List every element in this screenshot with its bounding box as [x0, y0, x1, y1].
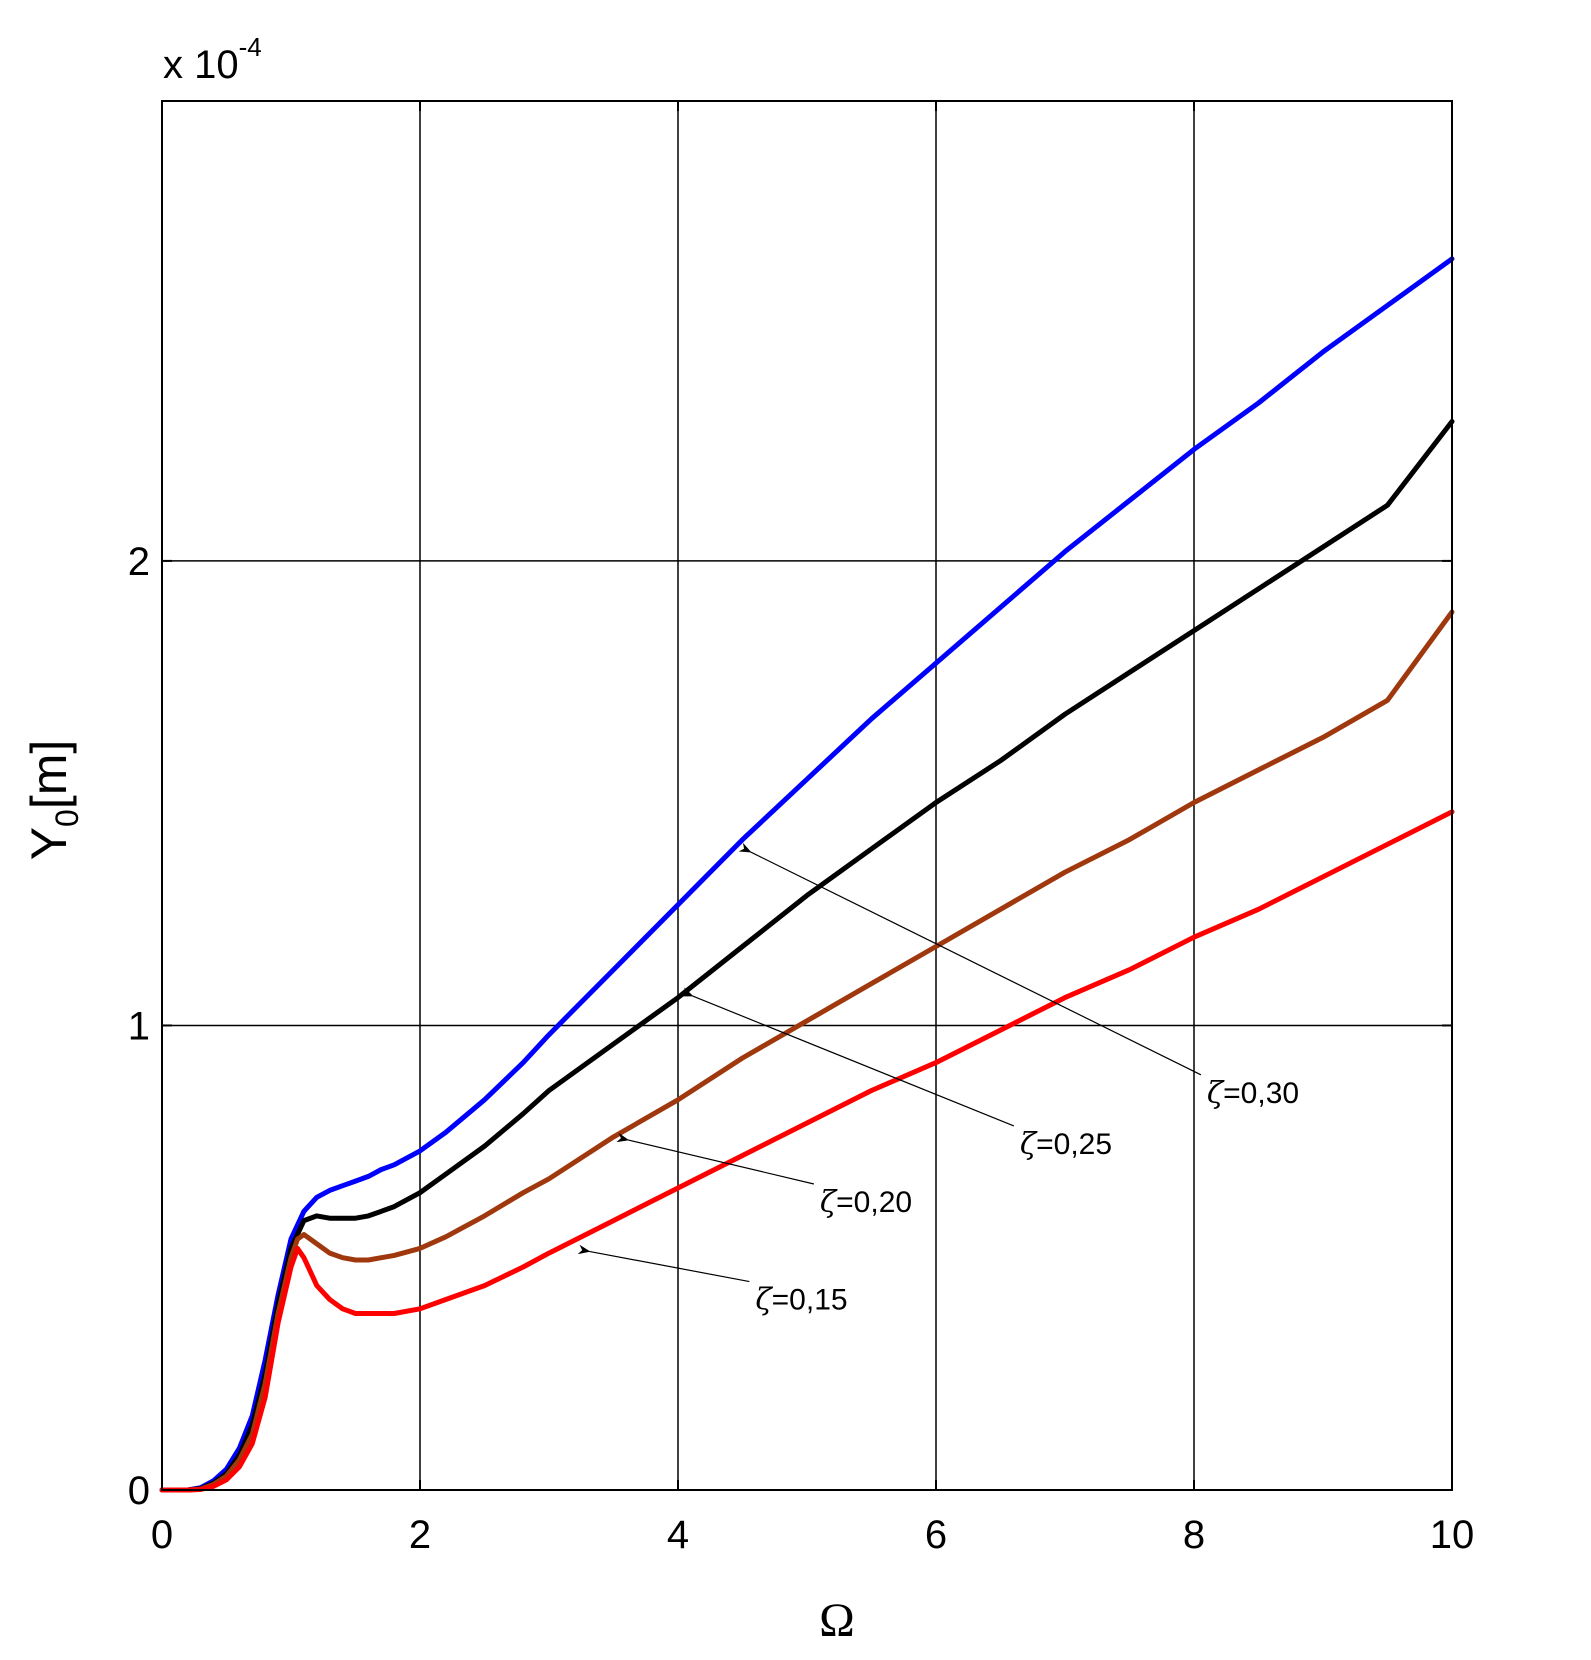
- annotation-1: ζ=0,30: [738, 842, 1299, 1111]
- y-tick-label: 0: [128, 1469, 150, 1513]
- data-series: [159, 256, 1455, 1493]
- annotations: ζ=0,30 ζ=0,25 ζ=0,20 ζ=0,15: [577, 842, 1299, 1318]
- series-line-3: [159, 609, 1455, 1493]
- grid-lines: [162, 101, 1452, 1490]
- y-axis-title: Y0[m]: [21, 740, 85, 861]
- annotation-arrow: [616, 1132, 815, 1185]
- annotation-arrow: [738, 842, 1202, 1076]
- x-tick-label: 4: [667, 1513, 689, 1557]
- x-tick-label: 8: [1183, 1513, 1205, 1557]
- y-tick-label: 2: [128, 540, 150, 584]
- annotation-4: ζ=0,15: [577, 1244, 848, 1318]
- annotation-arrow: [680, 987, 1015, 1127]
- x-tick-label: 0: [151, 1513, 173, 1557]
- annotation-2: ζ=0,25: [680, 987, 1112, 1162]
- annotation-label: ζ=0,15: [755, 1283, 847, 1318]
- x-axis-title: Ω: [819, 1594, 855, 1647]
- plot-frame: [161, 100, 1453, 1491]
- tick-labels: 0 2 4 6 8 10 0 1 2: [128, 540, 1475, 1557]
- series-line-4: [159, 809, 1455, 1493]
- annotation-label: ζ=0,25: [1020, 1127, 1112, 1162]
- x-tick-label: 2: [409, 1513, 431, 1557]
- x-tick-label: 10: [1430, 1513, 1475, 1557]
- annotation-arrow: [577, 1244, 750, 1283]
- annotation-label: ζ=0,30: [1207, 1076, 1299, 1111]
- annotation-label: ζ=0,20: [820, 1185, 912, 1220]
- annotation-3: ζ=0,20: [616, 1132, 912, 1220]
- y-tick-label: 1: [128, 1004, 150, 1048]
- y-exponent: x 10-4: [163, 32, 262, 87]
- x-tick-label: 6: [925, 1513, 947, 1557]
